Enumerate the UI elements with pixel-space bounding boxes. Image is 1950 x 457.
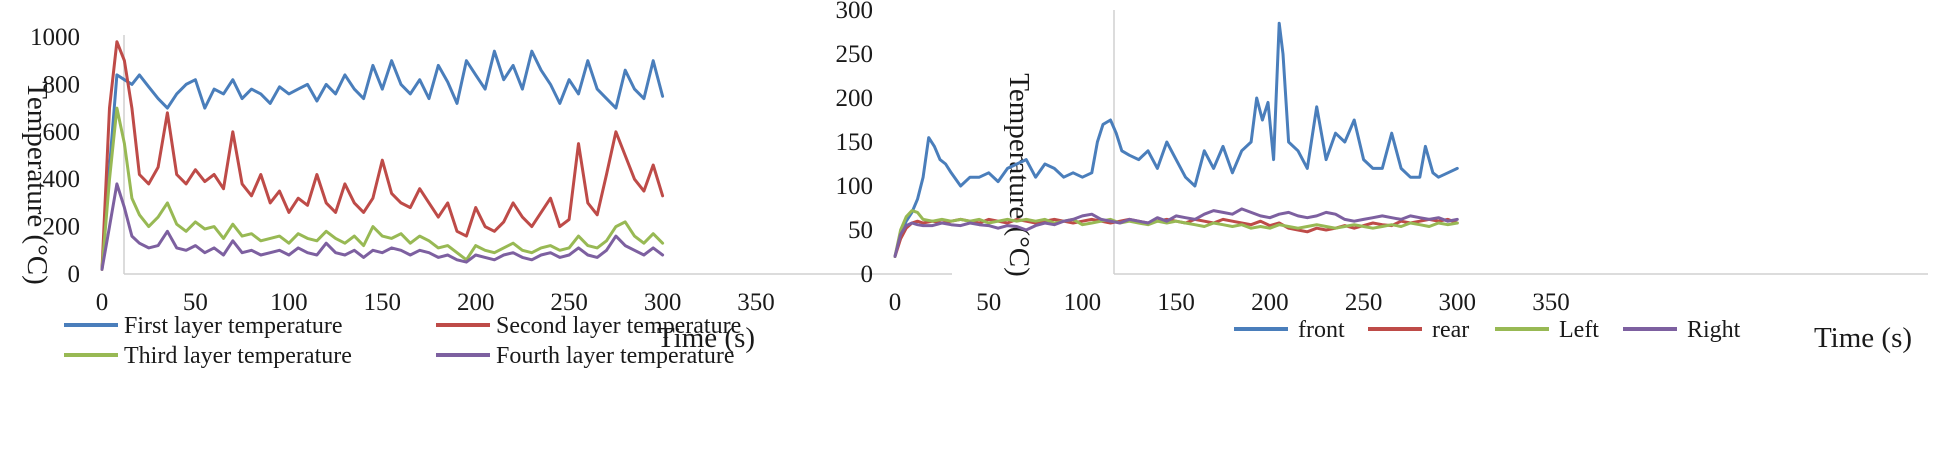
right-y-tick-labels: 0 50 100 150 200 250 300 [836, 0, 874, 288]
right-x-tick-200: 200 [1251, 289, 1289, 316]
right-x-tick-350: 350 [1532, 289, 1570, 316]
sensor-temperature-chart: Temperature (°C) 0 50 100 150 200 250 300 0 50 1… [836, 0, 1928, 354]
right-y-tick-200: 200 [836, 85, 874, 112]
left-y-axis-title: Temperature (°C) [21, 81, 53, 285]
left-legend-label-second: Second layer temperature [496, 313, 741, 339]
right-legend-label-rear: rear [1432, 317, 1469, 343]
right-x-tick-150: 150 [1157, 289, 1195, 316]
right-x-tick-labels: 0 50 100 150 200 250 300 350 [889, 289, 1570, 316]
right-x-tick-300: 300 [1439, 289, 1477, 316]
left-x-tick-labels: 0 50 100 150 200 250 300 350 [96, 289, 775, 316]
left-x-tick-250: 250 [550, 289, 588, 316]
left-y-tick-200: 200 [43, 214, 81, 241]
left-y-tick-1000: 1000 [30, 24, 80, 51]
left-y-tick-400: 400 [43, 166, 81, 193]
left-line-fourth-layer-temperature [100, 182, 665, 271]
right-line-left [893, 209, 1459, 258]
left-x-tick-200: 200 [457, 289, 495, 316]
right-legend: front rear Left Right [1234, 317, 1741, 343]
right-y-axis-title: Temperature (°C) [1003, 73, 1035, 277]
right-y-tick-300: 300 [836, 0, 874, 24]
right-y-tick-150: 150 [836, 129, 874, 156]
left-y-tick-600: 600 [43, 119, 81, 146]
right-x-tick-100: 100 [1064, 289, 1102, 316]
right-x-tick-0: 0 [889, 289, 902, 316]
right-y-tick-0: 0 [861, 261, 874, 288]
right-line-front [893, 21, 1459, 258]
left-line-first-layer-temperature [100, 49, 665, 271]
left-x-tick-150: 150 [364, 289, 402, 316]
left-line-second-layer-temperature [100, 40, 665, 271]
left-legend-label-fourth: Fourth layer temperature [496, 343, 735, 369]
left-line-third-layer-temperature [100, 106, 665, 271]
left-x-tick-50: 50 [183, 289, 208, 316]
left-y-tick-0: 0 [68, 261, 81, 288]
right-y-tick-100: 100 [836, 173, 874, 200]
left-x-axis-title: Time (s) [657, 322, 755, 354]
left-x-tick-100: 100 [270, 289, 308, 316]
left-y-tick-800: 800 [43, 71, 81, 98]
left-legend-label-first: First layer temperature [124, 313, 343, 339]
right-y-tick-50: 50 [848, 217, 873, 244]
left-x-tick-0: 0 [96, 289, 109, 316]
right-legend-label-right: Right [1687, 317, 1741, 343]
left-legend: First layer temperature Second layer tem… [64, 313, 741, 369]
left-series-lines [100, 40, 665, 271]
left-legend-label-third: Third layer temperature [124, 343, 352, 369]
left-x-tick-300: 300 [644, 289, 682, 316]
right-legend-label-left: Left [1559, 317, 1599, 343]
right-line-right [893, 207, 1459, 258]
right-x-tick-250: 250 [1345, 289, 1383, 316]
right-x-axis-title: Time (s) [1814, 322, 1912, 354]
right-y-tick-250: 250 [836, 41, 874, 68]
right-x-tick-50: 50 [976, 289, 1001, 316]
right-legend-label-front: front [1298, 317, 1345, 343]
left-y-tick-labels: 0 200 400 600 800 1000 [30, 24, 80, 288]
right-series-lines [893, 21, 1459, 258]
left-x-tick-350: 350 [737, 289, 775, 316]
